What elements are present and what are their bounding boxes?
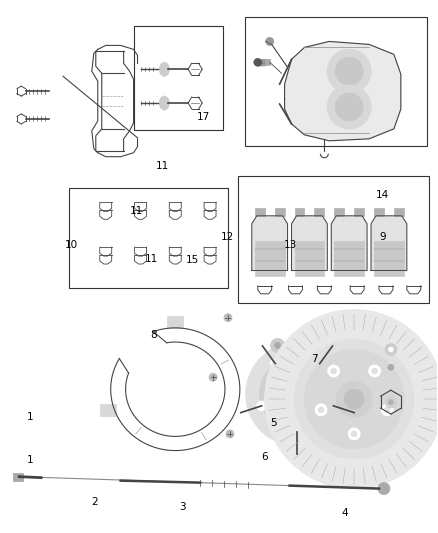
Bar bbox=[374, 208, 384, 216]
Circle shape bbox=[315, 404, 327, 416]
Text: 14: 14 bbox=[375, 190, 389, 200]
Circle shape bbox=[327, 85, 371, 129]
Bar bbox=[255, 208, 265, 216]
Bar bbox=[275, 208, 285, 216]
Circle shape bbox=[283, 380, 311, 408]
Bar bbox=[374, 241, 404, 276]
Circle shape bbox=[328, 401, 339, 411]
Polygon shape bbox=[371, 216, 407, 270]
Circle shape bbox=[293, 427, 303, 437]
Circle shape bbox=[270, 359, 280, 369]
Text: 1: 1 bbox=[26, 455, 33, 465]
Circle shape bbox=[389, 347, 393, 352]
Bar bbox=[255, 241, 285, 276]
Polygon shape bbox=[252, 216, 288, 270]
Bar bbox=[394, 208, 404, 216]
Circle shape bbox=[266, 37, 274, 45]
Ellipse shape bbox=[159, 62, 170, 76]
Polygon shape bbox=[292, 216, 327, 270]
Circle shape bbox=[369, 365, 381, 377]
Circle shape bbox=[331, 368, 337, 374]
Circle shape bbox=[328, 365, 339, 377]
Circle shape bbox=[388, 365, 394, 370]
Text: 8: 8 bbox=[150, 330, 157, 341]
Bar bbox=[334, 208, 344, 216]
Bar bbox=[69, 189, 228, 288]
Circle shape bbox=[209, 373, 217, 381]
Circle shape bbox=[226, 430, 234, 438]
Circle shape bbox=[371, 368, 378, 374]
Circle shape bbox=[385, 396, 397, 408]
Bar bbox=[314, 208, 324, 216]
Bar bbox=[13, 473, 23, 481]
Circle shape bbox=[257, 401, 267, 411]
Bar bbox=[238, 175, 429, 303]
Bar bbox=[245, 17, 427, 146]
Ellipse shape bbox=[159, 96, 170, 110]
Circle shape bbox=[327, 50, 371, 93]
Polygon shape bbox=[331, 216, 367, 270]
Circle shape bbox=[254, 58, 262, 66]
Circle shape bbox=[315, 359, 325, 369]
Circle shape bbox=[246, 343, 349, 446]
Bar bbox=[294, 241, 324, 276]
Circle shape bbox=[224, 314, 232, 321]
Bar bbox=[167, 316, 183, 328]
Text: 12: 12 bbox=[221, 232, 234, 243]
Text: 3: 3 bbox=[179, 503, 185, 512]
Text: 4: 4 bbox=[342, 508, 349, 518]
Bar bbox=[354, 208, 364, 216]
Bar bbox=[334, 241, 364, 276]
Circle shape bbox=[273, 369, 322, 419]
Circle shape bbox=[384, 407, 390, 413]
Text: 15: 15 bbox=[186, 255, 200, 265]
Text: 1: 1 bbox=[26, 413, 33, 423]
Text: 6: 6 bbox=[261, 452, 268, 462]
Text: 11: 11 bbox=[156, 161, 169, 171]
Circle shape bbox=[378, 482, 390, 495]
Circle shape bbox=[335, 58, 363, 85]
Text: 5: 5 bbox=[270, 418, 277, 428]
Circle shape bbox=[260, 357, 335, 432]
Bar bbox=[134, 26, 223, 130]
Text: 17: 17 bbox=[197, 112, 210, 122]
Text: 9: 9 bbox=[379, 232, 385, 243]
Text: 2: 2 bbox=[92, 497, 98, 507]
Circle shape bbox=[335, 93, 363, 121]
Circle shape bbox=[318, 407, 324, 413]
Circle shape bbox=[385, 343, 397, 356]
Text: 10: 10 bbox=[64, 240, 78, 251]
Circle shape bbox=[271, 338, 285, 352]
Circle shape bbox=[304, 350, 404, 449]
Circle shape bbox=[336, 381, 372, 417]
Circle shape bbox=[294, 340, 414, 459]
Circle shape bbox=[275, 343, 281, 349]
Circle shape bbox=[351, 431, 357, 437]
Circle shape bbox=[381, 404, 393, 416]
Polygon shape bbox=[285, 42, 401, 141]
Circle shape bbox=[348, 428, 360, 440]
Bar bbox=[100, 404, 116, 416]
Text: 7: 7 bbox=[311, 354, 318, 364]
Circle shape bbox=[265, 310, 438, 489]
Bar bbox=[258, 59, 266, 64]
Text: 11: 11 bbox=[130, 206, 143, 216]
Circle shape bbox=[344, 389, 364, 409]
Circle shape bbox=[389, 400, 393, 405]
Text: 13: 13 bbox=[284, 240, 297, 251]
Bar bbox=[294, 208, 304, 216]
Bar bbox=[258, 59, 270, 65]
Text: 11: 11 bbox=[145, 254, 158, 263]
